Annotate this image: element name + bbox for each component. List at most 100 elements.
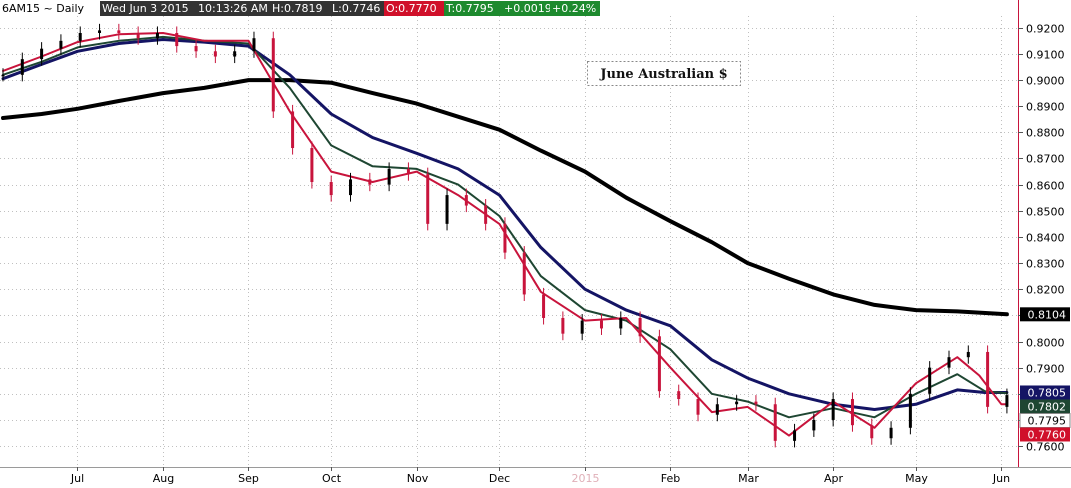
- price-bar: [870, 425, 874, 439]
- price-bar: [40, 48, 44, 60]
- y-tick-label: 0.8200: [1026, 284, 1065, 297]
- price-bar: [426, 174, 430, 224]
- price-bar: [98, 30, 102, 33]
- price-bar: [928, 367, 932, 394]
- price-bar: [619, 317, 623, 329]
- y-tick-label: 0.8300: [1026, 258, 1065, 271]
- series-line-ma-long: [1, 78, 1009, 317]
- chart-title: June Australian $: [599, 67, 727, 82]
- y-tick-label: 0.8500: [1026, 206, 1065, 219]
- price-bar: [233, 51, 237, 57]
- price-bar: [638, 317, 642, 337]
- price-bar: [986, 351, 990, 407]
- y-tick-label: 0.8800: [1026, 127, 1065, 140]
- value-label-box: [1020, 385, 1070, 400]
- x-tick-label: Feb: [661, 472, 680, 485]
- price-bar: [406, 168, 410, 175]
- price-bar: [464, 195, 468, 206]
- price-bar: [542, 294, 546, 318]
- price-bar: [889, 427, 893, 439]
- y-tick-label: 0.7900: [1026, 363, 1065, 376]
- price-bar: [310, 148, 314, 183]
- x-tick-label: 2015: [572, 472, 600, 485]
- price-bar: [155, 32, 159, 39]
- price-bar: [291, 111, 295, 149]
- price-bar: [194, 46, 198, 52]
- value-label-box: [1020, 427, 1070, 442]
- price-bar: [78, 32, 82, 41]
- price-bar: [908, 393, 912, 428]
- price-bar: [1005, 395, 1009, 407]
- price-bar: [522, 252, 526, 295]
- price-bar: [387, 168, 391, 185]
- x-tick-label: Jun: [992, 472, 1010, 485]
- x-tick-label: Oct: [322, 472, 342, 485]
- y-tick-label: 0.8600: [1026, 180, 1065, 193]
- price-bars: [1, 23, 1009, 448]
- y-tick-label: 0.9100: [1026, 49, 1065, 62]
- price-bar: [850, 399, 854, 426]
- x-tick-label: Nov: [407, 472, 429, 485]
- x-tick-label: Sep: [238, 472, 259, 485]
- value-label: 0.7802: [1028, 400, 1067, 413]
- price-bar: [213, 51, 217, 57]
- header-change-pct: +0.24%: [550, 1, 600, 16]
- y-tick-label: 0.8900: [1026, 101, 1065, 114]
- price-bar: [503, 223, 507, 253]
- price-bar: [831, 399, 835, 420]
- price-bar: [59, 40, 63, 49]
- price-bar: [754, 401, 758, 405]
- value-label: 0.7795: [1028, 414, 1067, 427]
- series-line-ma-slow: [1, 38, 1009, 411]
- price-bar: [252, 38, 256, 52]
- price-bar: [715, 404, 719, 415]
- x-tick-label: Dec: [489, 472, 510, 485]
- header-date: Wed Jun 3 2015: [100, 1, 196, 16]
- price-bar: [599, 320, 603, 329]
- x-tick-label: Jul: [70, 472, 84, 485]
- header-symbol: 6AM15 ~ Daily: [0, 1, 98, 16]
- value-label-box: [1020, 307, 1070, 322]
- grid: [0, 16, 1018, 467]
- price-bar: [735, 401, 739, 405]
- value-label-box: [1020, 399, 1070, 414]
- price-bar: [117, 30, 121, 33]
- price-bar: [966, 351, 970, 358]
- header-time: 10:13:26 AM: [196, 1, 270, 16]
- chart-title-box: June Australian $: [587, 61, 741, 86]
- price-bar: [20, 59, 24, 75]
- price-bar: [271, 38, 275, 112]
- y-tick-label: 0.8000: [1026, 337, 1065, 350]
- price-bar: [349, 179, 353, 196]
- y-tick-label: 0.7600: [1026, 441, 1065, 454]
- price-bar: [368, 179, 372, 185]
- header-high: H:0.7819: [270, 1, 330, 16]
- value-label: 0.7760: [1028, 428, 1067, 441]
- header-open: O:0.7770: [384, 1, 444, 16]
- value-label: 0.8104: [1028, 308, 1067, 321]
- y-tick-label: 0.8400: [1026, 232, 1065, 245]
- price-bar: [773, 404, 777, 441]
- x-axis: Jul Aug Sep Oct Nov Dec 2015 Feb Mar Apr May Jun: [70, 467, 1010, 485]
- value-label: 0.7805: [1028, 386, 1067, 399]
- price-bar: [696, 399, 700, 415]
- header-low: L:0.7746: [330, 1, 386, 16]
- y-tick-label: 0.8700: [1026, 153, 1065, 166]
- price-bar: [812, 419, 816, 431]
- header-change: +0.0019: [502, 1, 552, 16]
- x-tick-label: May: [905, 472, 928, 485]
- price-bar: [1, 74, 5, 77]
- price-bar: [580, 320, 584, 334]
- price-bar: [677, 391, 681, 400]
- x-tick-label: Apr: [824, 472, 844, 485]
- price-bar: [136, 32, 140, 39]
- y-tick-label: 0.9200: [1026, 23, 1065, 36]
- price-bar: [793, 430, 797, 441]
- price-bar: [561, 317, 565, 334]
- header-last: T:0.7795: [444, 1, 504, 16]
- price-bar: [947, 357, 951, 368]
- x-tick-label: Aug: [153, 472, 174, 485]
- price-bar: [445, 195, 449, 224]
